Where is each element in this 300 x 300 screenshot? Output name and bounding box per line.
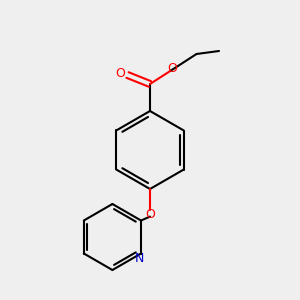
Text: N: N	[135, 252, 144, 266]
Text: O: O	[115, 67, 125, 80]
Text: O: O	[168, 61, 177, 75]
Text: O: O	[145, 208, 155, 221]
